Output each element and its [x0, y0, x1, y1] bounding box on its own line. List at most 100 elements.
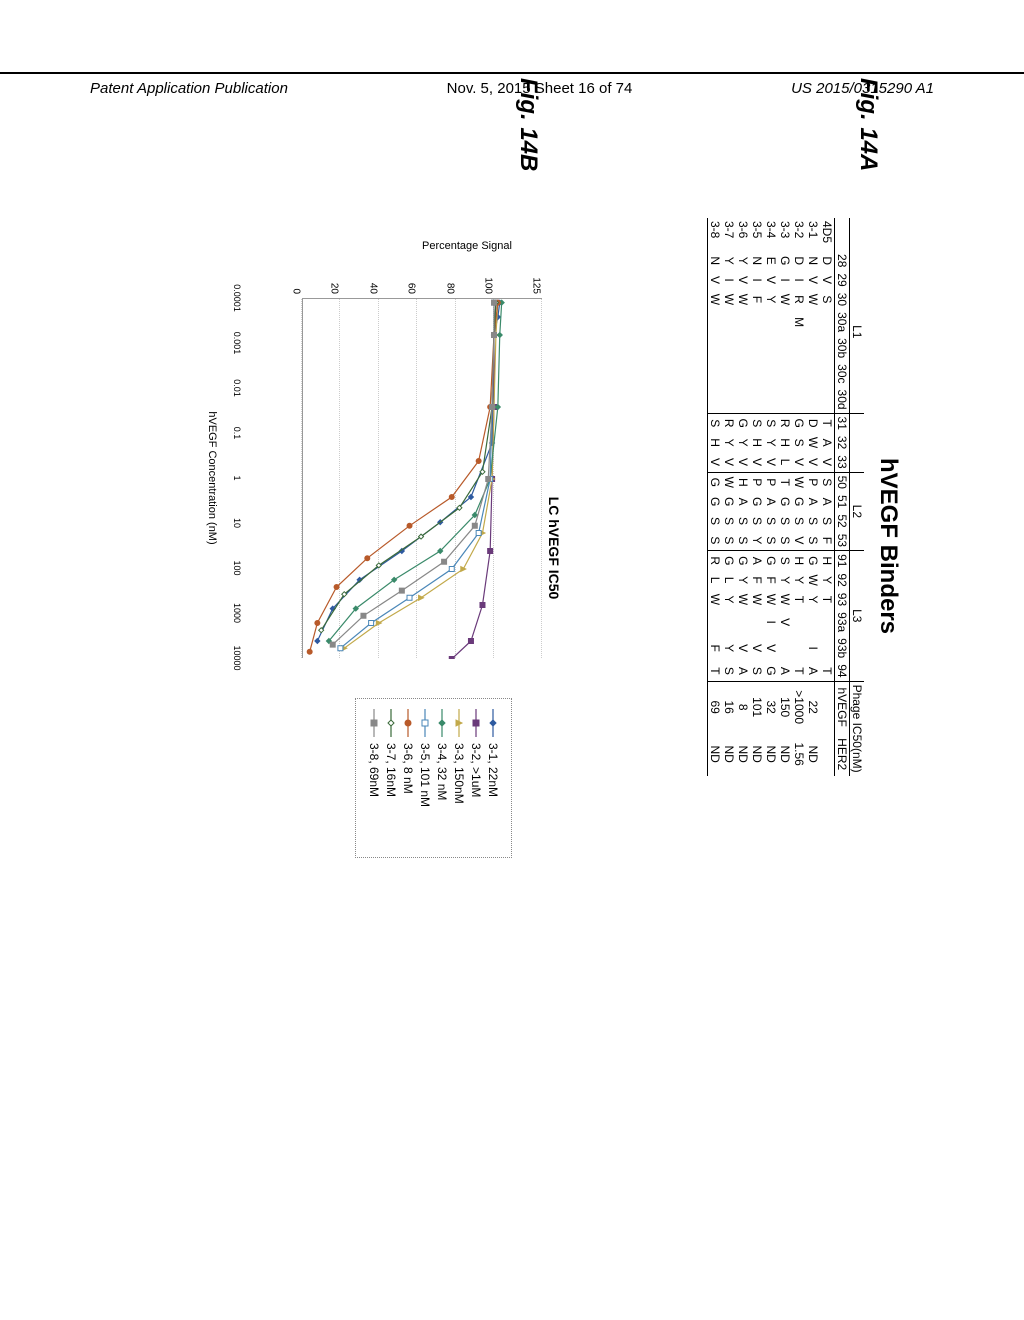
pos-col: 51 — [835, 492, 850, 511]
cell: S — [764, 511, 778, 530]
cell: V — [708, 270, 723, 289]
cell — [806, 387, 820, 414]
cell: S — [722, 531, 736, 551]
cell: S — [750, 511, 764, 530]
cell: V — [806, 270, 820, 289]
cell — [722, 387, 736, 414]
cell: H — [736, 472, 750, 492]
legend-label: 3-8, 69nM — [367, 743, 381, 797]
cell: W — [792, 472, 806, 492]
cell: 32 — [764, 681, 778, 733]
cell: W — [806, 290, 820, 309]
legend-item: 3-8, 69nM — [367, 709, 381, 847]
cell: W — [806, 433, 820, 452]
cell — [764, 309, 778, 335]
cell: D — [806, 413, 820, 433]
cell — [750, 609, 764, 635]
y-axis-label: Percentage Signal — [422, 240, 512, 252]
cell: W — [722, 472, 736, 492]
legend-label: 3-5, 101 nM — [418, 743, 432, 807]
cell: A — [806, 492, 820, 511]
pos-col: 29 — [835, 270, 850, 289]
pos-col: 33 — [835, 452, 850, 472]
cell: F — [764, 570, 778, 589]
series-line — [310, 303, 498, 652]
cell: Y — [764, 290, 778, 309]
y-axis: Percentage Signal 020406080100125 — [302, 258, 542, 298]
cell — [708, 361, 723, 386]
series-marker — [407, 595, 412, 600]
cell: I — [764, 609, 778, 635]
x-axis-label: hVEGF Concentration (nM) — [206, 298, 218, 658]
cell: W — [736, 290, 750, 309]
cell — [736, 387, 750, 414]
cell: Y — [736, 570, 750, 589]
cell: D — [820, 251, 835, 270]
cell: G — [750, 492, 764, 511]
cell: Y — [722, 251, 736, 270]
cell: ND — [806, 733, 820, 776]
row-id: 3-2 — [792, 218, 806, 251]
series-marker — [365, 556, 370, 561]
cell: S — [708, 413, 723, 433]
cell: V — [764, 452, 778, 472]
cell — [764, 361, 778, 386]
cell: W — [778, 290, 792, 309]
cell: W — [708, 290, 723, 309]
cell — [806, 609, 820, 635]
cell: S — [820, 511, 835, 530]
cell: A — [778, 661, 792, 681]
cell: T — [820, 590, 835, 609]
pos-col: hVEGF — [835, 681, 850, 733]
cell: H — [708, 433, 723, 452]
series-marker — [492, 300, 497, 305]
cell — [820, 635, 835, 661]
cell — [722, 309, 736, 335]
cell — [736, 309, 750, 335]
cell: ND — [778, 733, 792, 776]
cell — [722, 361, 736, 386]
row-id: 3-7 — [722, 218, 736, 251]
cell: W — [736, 590, 750, 609]
cell: S — [778, 511, 792, 530]
cell: I — [750, 270, 764, 289]
cell: I — [806, 635, 820, 661]
legend-marker-icon — [436, 709, 448, 737]
cell: S — [708, 511, 723, 530]
cell: 69 — [708, 681, 723, 733]
cell: F — [750, 570, 764, 589]
cell: W — [708, 590, 723, 609]
x-tick: 10 — [232, 518, 242, 528]
x-tick: 0.1 — [232, 427, 242, 440]
cell: ND — [708, 733, 723, 776]
group-l1: L1 — [850, 251, 865, 413]
cell — [708, 335, 723, 361]
cell: P — [806, 472, 820, 492]
pos-col: 31 — [835, 413, 850, 433]
table-position-row: 28293030a30b30c30d3132335051525391929393… — [835, 218, 850, 776]
cell — [722, 335, 736, 361]
cell — [806, 361, 820, 386]
series-marker — [497, 333, 502, 338]
pos-col: 53 — [835, 531, 850, 551]
cell: W — [778, 590, 792, 609]
pos-col: HER2 — [835, 733, 850, 776]
cell: G — [792, 492, 806, 511]
pos-col: 92 — [835, 570, 850, 589]
cell: S — [736, 511, 750, 530]
cell — [778, 335, 792, 361]
legend-item: 3-1, 22nM — [486, 709, 500, 847]
row-id: 3-1 — [806, 218, 820, 251]
cell: V — [736, 635, 750, 661]
rotated-content: Fig. 14A hVEGF Binders L1 L2 L3 Phage IC… — [122, 38, 902, 1062]
row-id: 4D5 — [820, 218, 835, 251]
legend-marker-icon — [402, 709, 414, 737]
cell — [820, 609, 835, 635]
cell: S — [806, 511, 820, 530]
cell: ND — [722, 733, 736, 776]
cell: >1000 — [792, 681, 806, 733]
table-row: 3-6YVWGYVHASSGYWVA8ND — [736, 218, 750, 776]
cell — [764, 387, 778, 414]
cell: M — [792, 309, 806, 335]
cell: Y — [820, 570, 835, 589]
